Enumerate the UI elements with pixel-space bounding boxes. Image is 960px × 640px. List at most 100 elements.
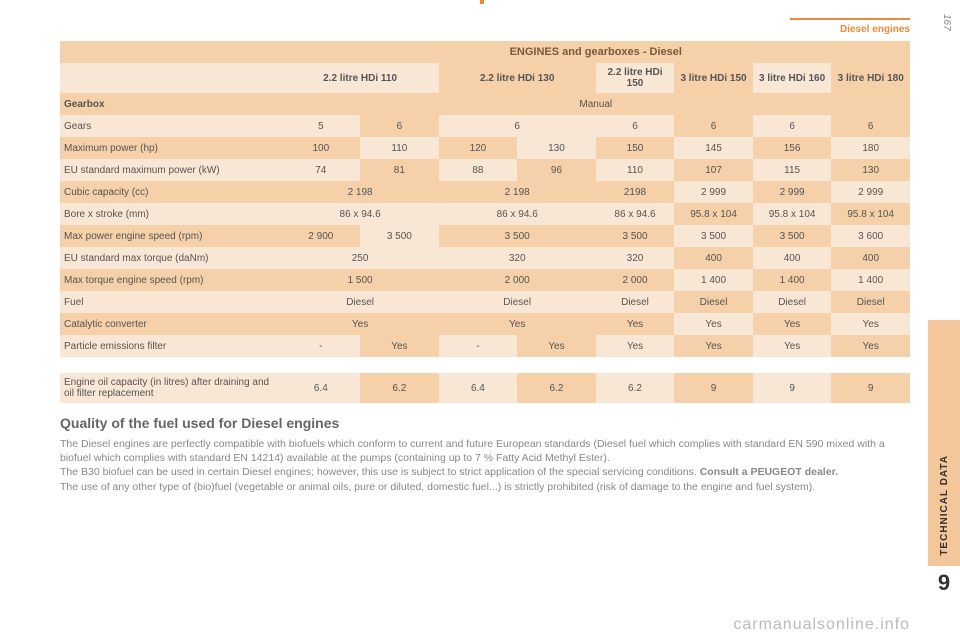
row-label: Fuel <box>60 291 282 313</box>
table-cell: Yes <box>596 335 675 357</box>
table-cell: 95.8 x 104 <box>831 203 910 225</box>
row-label: Cubic capacity (cc) <box>60 181 282 203</box>
table-cell: 9 <box>753 373 832 403</box>
row-label: Maximum power (hp) <box>60 137 282 159</box>
table-cell: 110 <box>360 137 439 159</box>
table-cell: Diesel <box>282 291 439 313</box>
table-cell: Yes <box>360 335 439 357</box>
table-cell: 2 999 <box>831 181 910 203</box>
quality-heading: Quality of the fuel used for Diesel engi… <box>60 415 910 431</box>
table-cell: 6 <box>360 115 439 137</box>
side-tab: TECHNICAL DATA 9 <box>928 320 960 600</box>
table-cell: 2 900 <box>282 225 361 247</box>
quality-p3: The use of any other type of (bio)fuel (… <box>60 480 910 494</box>
table-cell: 145 <box>674 137 753 159</box>
table-cell: - <box>282 335 361 357</box>
table-cell: 1 400 <box>753 269 832 291</box>
table-title: ENGINES and gearboxes - Diesel <box>282 41 910 63</box>
row-label: Engine oil capacity (in litres) after dr… <box>60 373 282 403</box>
watermark: carmanualsonline.info <box>733 616 910 634</box>
table-cell: 115 <box>753 159 832 181</box>
table-cell: 6 <box>596 115 675 137</box>
table-cell: 2 198 <box>439 181 596 203</box>
table-cell: 2 198 <box>282 181 439 203</box>
row-label: Gearbox <box>60 93 282 115</box>
table-cell: 320 <box>439 247 596 269</box>
table-cell: 6 <box>831 115 910 137</box>
table-cell: Yes <box>674 313 753 335</box>
table-cell: Yes <box>282 313 439 335</box>
quality-p2: The B30 biofuel can be used in certain D… <box>60 465 910 479</box>
table-cell: 9 <box>831 373 910 403</box>
table-cell: 2198 <box>596 181 675 203</box>
table-cell: Diesel <box>439 291 596 313</box>
column-header: 3 litre HDi 150 <box>674 63 753 93</box>
row-label: EU standard max torque (daNm) <box>60 247 282 269</box>
table-cell: 86 x 94.6 <box>596 203 675 225</box>
table-cell: 3 500 <box>674 225 753 247</box>
row-label: Catalytic converter <box>60 313 282 335</box>
table-cell: Yes <box>439 313 596 335</box>
table-cell: 130 <box>831 159 910 181</box>
table-cell: 1 500 <box>282 269 439 291</box>
table-cell: 2 999 <box>674 181 753 203</box>
table-cell: Yes <box>517 335 596 357</box>
table-cell: Yes <box>831 313 910 335</box>
quality-p1: The Diesel engines are perfectly compati… <box>60 437 910 465</box>
table-cell: 6 <box>674 115 753 137</box>
table-cell: 120 <box>439 137 518 159</box>
table-cell: Yes <box>596 313 675 335</box>
column-header: 2.2 litre HDi 130 <box>439 63 596 93</box>
gearbox-value: Manual <box>282 93 910 115</box>
table-cell: 1 400 <box>831 269 910 291</box>
table-cell: 2 000 <box>596 269 675 291</box>
row-label: Gears <box>60 115 282 137</box>
table-cell: Yes <box>753 335 832 357</box>
table-cell: Diesel <box>596 291 675 313</box>
table-cell: 95.8 x 104 <box>753 203 832 225</box>
table-cell: Diesel <box>753 291 832 313</box>
table-cell: 400 <box>674 247 753 269</box>
table-cell: 250 <box>282 247 439 269</box>
table-cell: - <box>439 335 518 357</box>
row-label: EU standard maximum power (kW) <box>60 159 282 181</box>
table-cell: 9 <box>674 373 753 403</box>
engines-table: ENGINES and gearboxes - Diesel2.2 litre … <box>60 41 910 403</box>
table-cell: Yes <box>674 335 753 357</box>
table-cell: 6.2 <box>517 373 596 403</box>
table-cell: 86 x 94.6 <box>439 203 596 225</box>
table-cell: 400 <box>831 247 910 269</box>
table-cell: 81 <box>360 159 439 181</box>
column-header: 3 litre HDi 160 <box>753 63 832 93</box>
side-tab-number: 9 <box>928 566 960 600</box>
row-label: Max power engine speed (rpm) <box>60 225 282 247</box>
table-cell: 96 <box>517 159 596 181</box>
table-cell: 6 <box>753 115 832 137</box>
table-cell: 3 500 <box>439 225 596 247</box>
column-header: 2.2 litre HDi 110 <box>282 63 439 93</box>
table-cell: 156 <box>753 137 832 159</box>
table-cell: Yes <box>753 313 832 335</box>
table-cell: 1 400 <box>674 269 753 291</box>
table-cell: 2 999 <box>753 181 832 203</box>
row-label: Max torque engine speed (rpm) <box>60 269 282 291</box>
table-cell: 6.4 <box>282 373 361 403</box>
table-cell: 3 500 <box>360 225 439 247</box>
table-cell: Diesel <box>831 291 910 313</box>
table-cell: 130 <box>517 137 596 159</box>
table-cell: 107 <box>674 159 753 181</box>
row-label: Bore x stroke (mm) <box>60 203 282 225</box>
table-cell: 100 <box>282 137 361 159</box>
table-cell: 6.2 <box>596 373 675 403</box>
table-cell: 6.4 <box>439 373 518 403</box>
table-cell: 150 <box>596 137 675 159</box>
column-header: 2.2 litre HDi 150 <box>596 63 675 93</box>
table-cell: 74 <box>282 159 361 181</box>
table-cell: Diesel <box>674 291 753 313</box>
table-cell: Yes <box>831 335 910 357</box>
page-header: Diesel engines <box>790 18 910 35</box>
table-cell: 88 <box>439 159 518 181</box>
table-cell: 6 <box>439 115 596 137</box>
table-cell: 400 <box>753 247 832 269</box>
table-cell: 6.2 <box>360 373 439 403</box>
